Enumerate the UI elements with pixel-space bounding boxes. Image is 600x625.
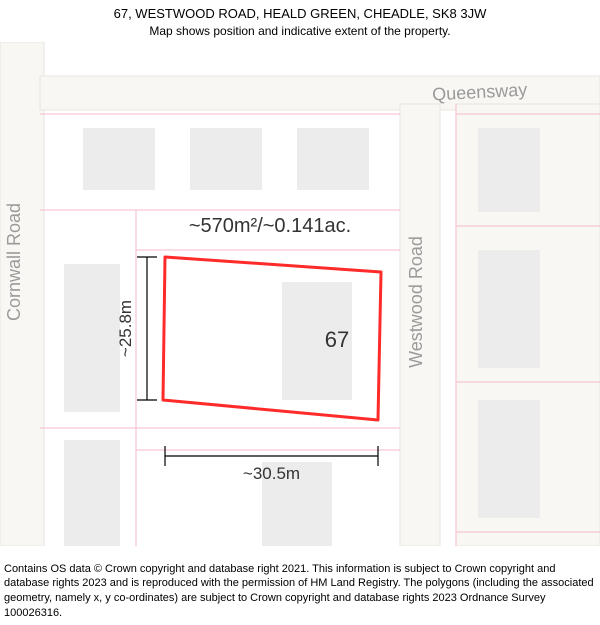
page-title: 67, WESTWOOD ROAD, HEALD GREEN, CHEADLE,… bbox=[0, 6, 600, 21]
house-number-label: 67 bbox=[325, 327, 349, 352]
building-1 bbox=[190, 128, 262, 190]
page-subtitle: Map shows position and indicative extent… bbox=[0, 24, 600, 38]
building-2 bbox=[297, 128, 369, 190]
dim-width-label: ~30.5m bbox=[243, 464, 300, 483]
area-label: ~570m²/~0.141ac. bbox=[189, 215, 351, 237]
building-3 bbox=[64, 264, 120, 412]
building-0 bbox=[83, 128, 155, 190]
dim-height-label: ~25.8m bbox=[116, 300, 135, 357]
building-5 bbox=[478, 128, 540, 212]
footer-copyright: Contains OS data © Crown copyright and d… bbox=[4, 562, 596, 621]
building-7 bbox=[478, 400, 540, 518]
map-canvas: 67 ~570m²/~0.141ac. ~25.8m ~30.5m Cornwall R… bbox=[0, 42, 600, 546]
building-6 bbox=[478, 250, 540, 368]
street-label-cornwall: Cornwall Road bbox=[4, 203, 24, 321]
building-4 bbox=[64, 440, 120, 546]
page-container: 67, WESTWOOD ROAD, HEALD GREEN, CHEADLE,… bbox=[0, 0, 600, 625]
street-label-westwood: Westwood Road bbox=[406, 236, 426, 368]
